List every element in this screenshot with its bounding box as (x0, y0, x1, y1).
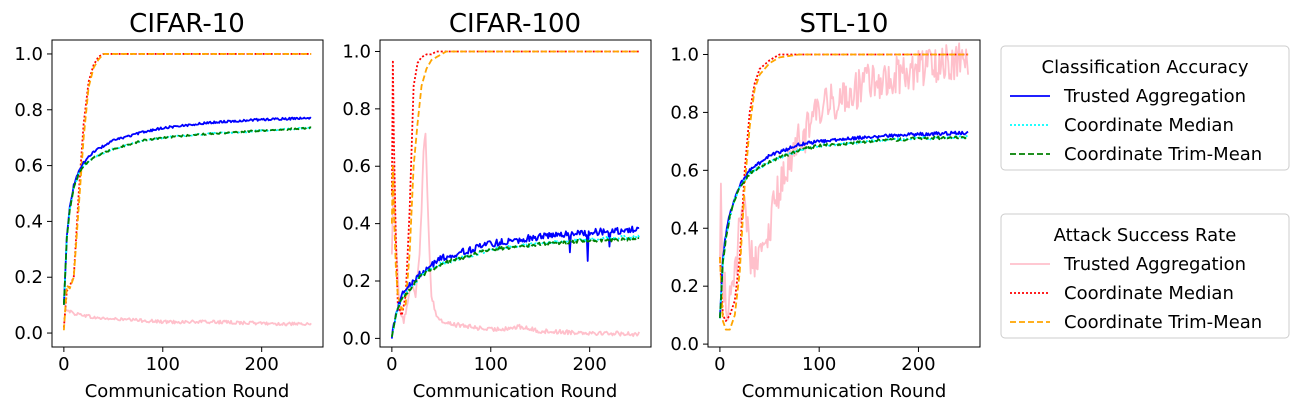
legend-attack-success-rate: Attack Success Rate Trusted Aggregation Co… (1000, 213, 1290, 339)
legend-frame (1000, 213, 1290, 339)
series-line-classification-accuracy-coordinate-median (390, 234, 640, 338)
panel-title: STL-10 (800, 9, 889, 39)
legend-frame (1000, 45, 1290, 171)
legend-title: Classification Accuracy (1042, 57, 1249, 78)
y-tick-label: 1.0 (342, 41, 371, 62)
y-tick-label: 0.0 (342, 328, 371, 349)
series-line-attack-success-rate-coordinate-median (62, 53, 312, 328)
legend-label: Trusted Aggregation (1063, 254, 1246, 275)
legend-label: Trusted Aggregation (1063, 86, 1246, 107)
series-line-attack-success-rate-trusted-aggregation (63, 298, 312, 327)
panel-cifar100: CIFAR-100 0 100 200 0.0 0.2 0.4 0.6 0.8 1.0 Comm… (342, 9, 652, 402)
legend-label: Coordinate Trim-Mean (1064, 312, 1262, 333)
series-lines (62, 53, 312, 331)
series-line-classification-accuracy-coordinate-trim-mean (62, 126, 312, 305)
y-tick-label: 1.0 (14, 44, 43, 65)
y-tick-label: 0.6 (342, 156, 371, 177)
panel-title: CIFAR-10 (129, 9, 245, 39)
legend-label: Coordinate Median (1064, 283, 1234, 304)
y-tick-label: 0.0 (14, 323, 43, 344)
series-lines (390, 50, 640, 339)
y-tick-label: 0.6 (670, 160, 699, 181)
y-tick-label: 0.4 (342, 214, 371, 235)
series-line-attack-success-rate-trusted-aggregation (719, 42, 969, 321)
series-line-attack-success-rate-trusted-aggregation (390, 132, 640, 338)
x-tick-label: 100 (146, 354, 180, 375)
x-tick-label: 200 (244, 354, 278, 375)
x-tick-label: 200 (901, 354, 935, 375)
plot-area: 0 100 200 0.0 0.2 0.4 0.6 0.8 1.0 (14, 39, 324, 375)
series-line-classification-accuracy-coordinate-trim-mean (390, 237, 640, 338)
series-line-attack-success-rate-coordinate-trim-mean (62, 53, 312, 331)
series-line-classification-accuracy-coordinate-trim-mean (719, 134, 969, 319)
x-tick-label: 0 (58, 354, 69, 375)
series-line-classification-accuracy-trusted-aggregation (719, 130, 969, 319)
legend-label: Coordinate Trim-Mean (1064, 144, 1262, 165)
plot-frame (51, 39, 324, 348)
y-tick-label: 0.8 (670, 102, 699, 123)
y-tick-label: 0.2 (670, 276, 699, 297)
panel-title: CIFAR-100 (449, 9, 581, 39)
x-axis-label: Communication Round (413, 381, 618, 402)
y-tick-label: 0.8 (342, 99, 371, 120)
y-tick-label: 0.6 (14, 156, 43, 177)
y-tick-label: 0.4 (670, 218, 699, 239)
x-tick-label: 0 (714, 354, 725, 375)
x-tick-label: 100 (474, 354, 508, 375)
x-axis-label: Communication Round (85, 381, 290, 402)
series-line-attack-success-rate-coordinate-trim-mean (719, 53, 969, 331)
x-tick-label: 200 (572, 354, 606, 375)
legend-label: Coordinate Median (1064, 115, 1234, 136)
x-tick-label: 100 (802, 354, 836, 375)
plot-frame (379, 39, 652, 348)
y-tick-label: 1.0 (670, 44, 699, 65)
panel-cifar10: CIFAR-10 0 100 200 0.0 0.2 0.4 0.6 0.8 1.0 Commu… (14, 9, 324, 402)
legend-classification-accuracy: Classification Accuracy Trusted Aggregati… (1000, 45, 1290, 171)
y-tick-label: 0.2 (342, 271, 371, 292)
y-tick-label: 0.2 (14, 267, 43, 288)
series-line-classification-accuracy-trusted-aggregation (62, 116, 312, 305)
plot-frame (707, 39, 981, 348)
y-tick-label: 0.8 (14, 100, 43, 121)
series-line-attack-success-rate-coordinate-trim-mean (390, 50, 640, 311)
x-axis-label: Communication Round (742, 381, 947, 402)
y-tick-label: 0.0 (670, 334, 699, 355)
plot-area: 0 100 200 0.0 0.2 0.4 0.6 0.8 1.0 (670, 39, 981, 375)
y-tick-label: 0.4 (14, 211, 43, 232)
series-lines (719, 42, 969, 331)
x-tick-label: 0 (386, 354, 397, 375)
legend-title: Attack Success Rate (1054, 225, 1237, 246)
panel-stl10: STL-10 0 100 200 0.0 0.2 0.4 0.6 0.8 1.0 Communi… (670, 9, 981, 402)
series-line-classification-accuracy-trusted-aggregation (390, 225, 640, 339)
plot-area: 0 100 200 0.0 0.2 0.4 0.6 0.8 1.0 (342, 39, 652, 375)
series-line-attack-success-rate-coordinate-median (390, 50, 640, 317)
